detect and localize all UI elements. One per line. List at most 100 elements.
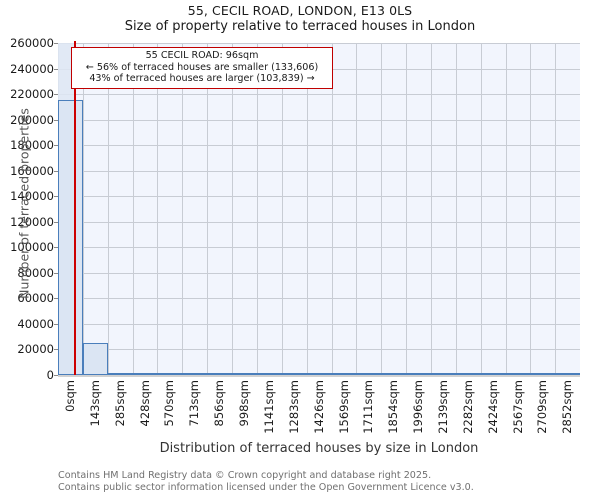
y-axis-tick-mark (54, 145, 58, 147)
y-axis-tick-mark (54, 375, 58, 376)
chart-subtitle: Size of property relative to terraced ho… (124, 19, 476, 34)
histogram-bar (132, 373, 158, 375)
histogram-bar (555, 373, 581, 375)
gridline-horizontal (58, 120, 580, 121)
gridline-horizontal (58, 94, 580, 95)
histogram-bar (505, 373, 531, 375)
x-axis-tick-label: 1711sqm (361, 380, 376, 434)
gridline-horizontal (58, 222, 580, 223)
y-axis-tick-label: 140000 (10, 189, 54, 204)
annotation-line-larger: 43% of terraced houses are larger (103,8… (89, 73, 315, 85)
histogram-bar (530, 373, 556, 375)
x-axis-tick-label: 1141sqm (261, 380, 276, 434)
y-axis-tick-mark (54, 68, 58, 70)
x-axis-tick-label: 1569sqm (336, 380, 351, 434)
gridline-horizontal (58, 349, 580, 350)
y-axis-tick-labels: 0 20000 40000 60000 80000 100000 120000 140000 1… (0, 0, 58, 500)
y-axis-tick-label: 0 (46, 368, 54, 382)
plot-area (58, 41, 581, 376)
x-axis-tick-label: 1426sqm (311, 380, 326, 434)
gridline-horizontal (58, 298, 580, 299)
y-axis-tick-label: 160000 (10, 163, 54, 178)
gridline-vertical (506, 43, 507, 375)
x-axis-title: Distribution of terraced houses by size … (159, 441, 479, 456)
x-axis-tick-label: 713sqm (187, 380, 202, 427)
gridline-vertical (282, 43, 283, 375)
y-axis-tick-mark (54, 119, 58, 121)
footer-attribution: Contains HM Land Registry data © Crown c… (58, 470, 578, 493)
gridline-vertical (157, 43, 158, 375)
property-size-marker-line (74, 41, 76, 375)
histogram-bar (331, 373, 357, 375)
gridline-vertical (307, 43, 308, 375)
histogram-bar (256, 373, 282, 375)
property-annotation-callout: 55 CECIL ROAD: 96sqm ← 56% of terraced h… (71, 47, 333, 89)
histogram-bar (157, 373, 183, 375)
x-axis-tick-label: 2852sqm (560, 380, 575, 434)
x-axis-tick-label: 2139sqm (435, 380, 450, 434)
gridline-horizontal (58, 145, 580, 146)
x-axis-tick-label: 2282sqm (460, 380, 475, 434)
histogram-bar (182, 373, 208, 375)
histogram-bar (306, 373, 332, 375)
gridline-horizontal (58, 324, 580, 325)
x-axis-tick-label: 856sqm (212, 380, 227, 427)
x-axis-tick-label: 2709sqm (535, 380, 550, 434)
y-axis-tick-label: 100000 (10, 240, 54, 255)
y-axis-tick-mark (54, 221, 58, 223)
y-axis-tick-label: 180000 (10, 138, 54, 153)
histogram-bar (356, 373, 382, 375)
gridline-vertical (481, 43, 482, 375)
y-axis-tick-label: 260000 (10, 36, 54, 50)
x-axis-tick-label: 428sqm (137, 380, 152, 427)
histogram-bar (207, 373, 233, 375)
histogram-bar (430, 373, 456, 375)
y-axis-tick-mark (54, 196, 58, 198)
x-axis-tick-label: 998sqm (237, 380, 251, 427)
gridline-vertical (406, 43, 407, 375)
annotation-line-property: 55 CECIL ROAD: 96sqm (145, 50, 259, 61)
x-axis-tick-label: 570sqm (162, 380, 177, 427)
y-axis-tick-mark (54, 349, 58, 351)
histogram-bar (58, 99, 83, 375)
y-axis-tick-label: 60000 (17, 291, 54, 306)
y-axis-tick-mark (54, 43, 58, 44)
gridline-vertical (530, 43, 531, 375)
y-axis-tick-label: 80000 (17, 265, 54, 280)
y-axis-tick-mark (54, 298, 58, 300)
x-axis-tick-label: 285sqm (112, 380, 127, 427)
gridline-horizontal (58, 196, 580, 197)
footer-line-1: Contains HM Land Registry data © Crown c… (58, 470, 432, 481)
gridline-horizontal (58, 171, 580, 172)
x-axis-tick-label: 143sqm (87, 380, 102, 427)
x-axis-line (58, 375, 580, 377)
x-axis-tick-label: 1283sqm (286, 380, 301, 434)
histogram-bar (480, 373, 506, 375)
histogram-bar (381, 373, 407, 375)
y-axis-tick-label: 200000 (10, 112, 54, 127)
y-axis-tick-label: 20000 (17, 342, 54, 357)
gridline-vertical (108, 43, 109, 375)
gridline-vertical (83, 43, 84, 375)
x-axis-tick-label: 2567sqm (510, 380, 525, 434)
histogram-bar (281, 373, 307, 375)
y-axis-tick-label: 240000 (10, 61, 54, 76)
y-axis-tick-mark (54, 247, 58, 249)
gridline-vertical (133, 43, 134, 375)
gridline-vertical (232, 43, 233, 375)
histogram-bar (82, 342, 108, 375)
page-title: 55, CECIL ROAD, LONDON, E13 0LS (187, 3, 413, 18)
histogram-bar (455, 373, 481, 375)
x-axis-tick-label: 2424sqm (485, 380, 500, 434)
gridline-vertical (257, 43, 258, 375)
y-axis-title: Number of terraced properties (16, 108, 32, 299)
y-axis-tick-mark (54, 272, 58, 274)
gridline-horizontal (58, 247, 580, 248)
gridline-vertical (356, 43, 357, 375)
y-axis-tick-label: 220000 (10, 87, 54, 102)
gridline-vertical (332, 43, 333, 375)
histogram-bar (232, 373, 257, 375)
x-axis-tick-label: 1854sqm (386, 380, 401, 434)
gridline-vertical (456, 43, 457, 375)
gridline-vertical (182, 43, 183, 375)
